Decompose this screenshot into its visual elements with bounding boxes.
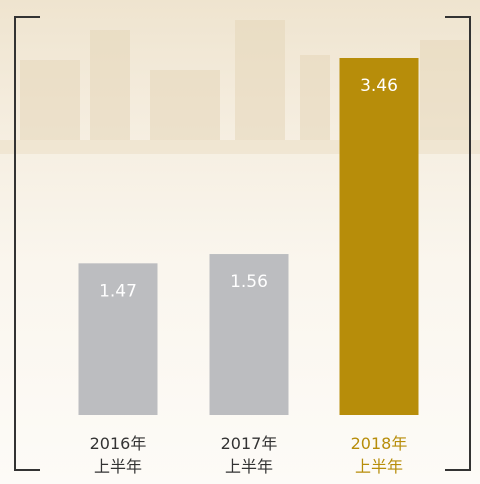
value-label: 1.56 [230,272,268,292]
bar [339,58,419,415]
category-label: 2017年 上半年 [220,434,278,476]
bar [78,263,158,415]
value-label: 3.46 [360,76,398,96]
category-label: 2016年 上半年 [89,434,147,476]
background-skyline [0,20,480,154]
bar [209,254,289,415]
value-label: 1.47 [99,281,137,301]
category-label: 2018年 上半年 [350,434,408,476]
bracket [14,16,471,471]
